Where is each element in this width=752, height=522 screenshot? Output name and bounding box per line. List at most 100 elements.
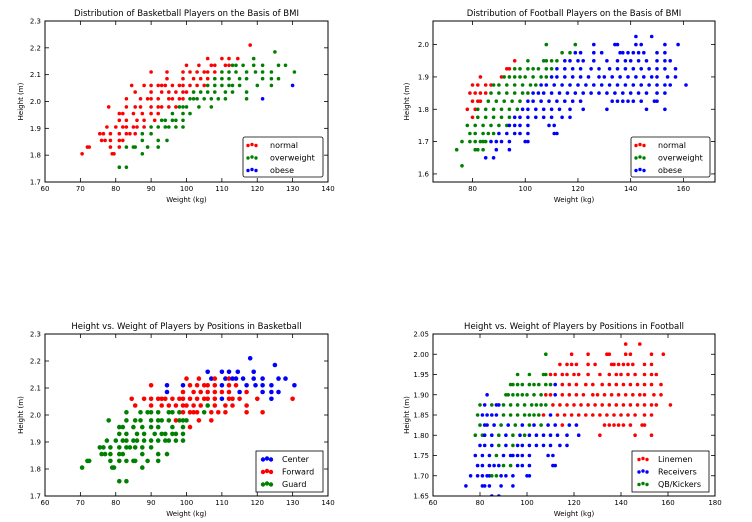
data-point (145, 97, 150, 101)
data-point (244, 389, 249, 395)
legend-marker (634, 156, 638, 160)
data-point (134, 438, 140, 443)
data-point (155, 458, 161, 464)
data-point (209, 410, 214, 415)
data-point (621, 91, 625, 95)
data-point (598, 413, 602, 417)
data-point (460, 139, 464, 144)
data-point (515, 107, 520, 112)
data-point (86, 458, 92, 464)
data-point (507, 123, 512, 128)
data-point (518, 131, 522, 136)
data-point (570, 75, 575, 79)
data-point (568, 83, 572, 87)
data-point (541, 107, 546, 112)
data-point (504, 443, 508, 448)
data-point (515, 413, 520, 417)
data-point (560, 423, 565, 427)
data-point (292, 70, 297, 74)
data-point (253, 70, 258, 74)
data-point (518, 75, 522, 79)
data-point (546, 423, 550, 427)
data-point (188, 97, 192, 101)
data-point (499, 107, 504, 112)
data-point (607, 83, 612, 87)
data-point (142, 125, 146, 129)
data-point (177, 83, 182, 88)
data-point (613, 91, 617, 95)
data-point (191, 97, 196, 101)
data-point (194, 410, 200, 415)
data-point (480, 413, 485, 417)
data-point (592, 59, 596, 63)
data-point (117, 451, 122, 457)
data-point (483, 156, 488, 160)
data-point (605, 91, 609, 95)
data-point (269, 76, 274, 81)
data-point (468, 139, 472, 144)
data-point (156, 125, 160, 129)
data-point (491, 115, 496, 120)
data-point (219, 396, 225, 402)
data-point (655, 59, 659, 63)
data-point (586, 403, 590, 407)
legend-label: Receivers (658, 468, 697, 477)
y-tick-label: 1.8 (30, 466, 41, 474)
data-point (532, 393, 536, 397)
data-point (213, 76, 217, 81)
data-point (560, 115, 564, 120)
legend-box (242, 136, 324, 178)
data-point (133, 105, 137, 109)
data-point (251, 376, 256, 381)
data-point (205, 396, 210, 402)
data-point (108, 145, 113, 149)
data-point (539, 393, 543, 397)
data-point (490, 433, 494, 438)
data-point (551, 453, 555, 458)
data-point (481, 147, 485, 152)
data-point (184, 105, 189, 109)
y-tick-label: 1.7 (418, 138, 429, 146)
data-point (525, 393, 529, 397)
data-point (592, 83, 596, 87)
x-tick-label: 180 (708, 499, 721, 507)
data-point (234, 63, 238, 68)
data-point (227, 56, 231, 61)
data-point (121, 138, 125, 143)
data-point (612, 413, 616, 417)
data-point (676, 42, 680, 47)
x-tick-label: 120 (567, 499, 580, 507)
data-point (567, 393, 572, 397)
data-point (227, 70, 231, 74)
legend-marker (268, 469, 274, 475)
legend-marker (260, 457, 266, 462)
x-tick-label: 120 (571, 185, 584, 193)
data-point (512, 75, 517, 79)
data-point (99, 138, 104, 143)
data-point (491, 131, 496, 136)
data-point (188, 83, 192, 88)
data-point (166, 418, 172, 423)
data-point (652, 393, 656, 397)
data-point (159, 418, 164, 423)
data-point (605, 413, 609, 417)
data-point (684, 83, 688, 87)
data-point (180, 438, 186, 443)
data-point (616, 423, 621, 427)
data-point (124, 105, 129, 109)
data-point (117, 458, 122, 464)
data-point (520, 91, 525, 95)
data-point (547, 123, 551, 128)
data-point (541, 59, 546, 63)
data-point (196, 376, 202, 381)
y-tick-label: 1.75 (413, 452, 429, 460)
data-point (145, 145, 150, 149)
data-point (149, 105, 153, 109)
data-point (163, 125, 168, 129)
data-point (638, 342, 642, 346)
data-point (120, 424, 126, 430)
data-point (555, 75, 559, 79)
data-point (586, 372, 590, 377)
data-point (205, 369, 210, 375)
data-point (138, 105, 143, 109)
